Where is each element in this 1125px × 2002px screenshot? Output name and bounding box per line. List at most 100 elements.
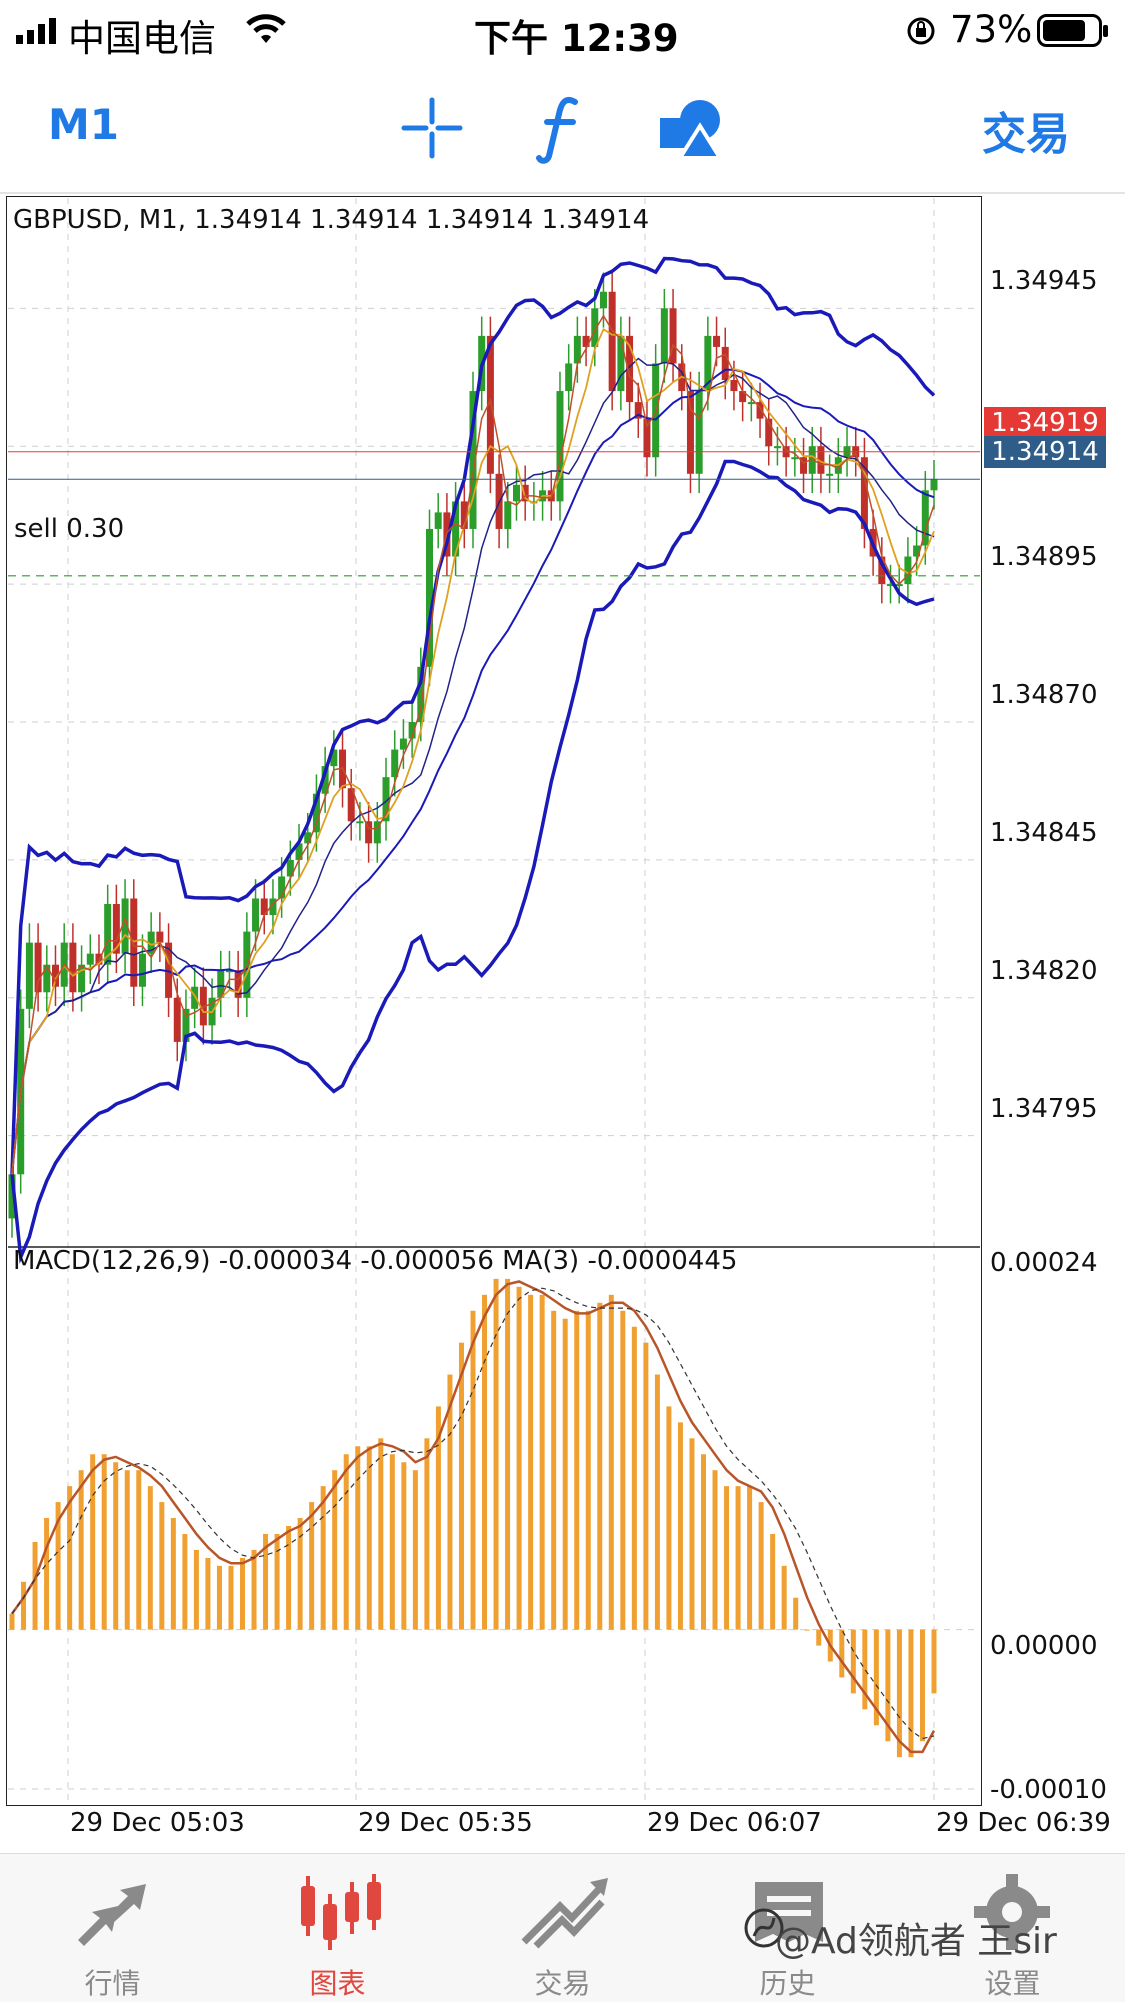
macd-histogram-bar bbox=[355, 1446, 361, 1630]
macd-histogram-bar bbox=[631, 1326, 637, 1630]
macd-histogram-bar bbox=[528, 1294, 534, 1630]
candle-body bbox=[913, 545, 921, 557]
tab-quotes[interactable]: 行情 bbox=[0, 1854, 225, 2002]
candle-body bbox=[191, 986, 199, 1009]
macd-histogram-bar bbox=[585, 1310, 591, 1630]
macd-histogram-bar bbox=[793, 1597, 799, 1630]
candle-body bbox=[330, 749, 338, 767]
macd-histogram-bar bbox=[124, 1470, 130, 1630]
tab-label: 图表 bbox=[309, 1967, 366, 2000]
candle-body bbox=[356, 821, 364, 824]
trade-icon bbox=[521, 1878, 608, 1949]
macd-histogram-bar bbox=[908, 1629, 914, 1758]
price-chart[interactable] bbox=[0, 0, 1125, 1853]
macd-histogram-bar bbox=[505, 1278, 511, 1630]
tab-chart[interactable]: 图表 bbox=[225, 1854, 450, 2002]
objects-icon[interactable] bbox=[658, 96, 724, 160]
candle-body bbox=[504, 501, 512, 529]
candle-body bbox=[399, 738, 407, 750]
candle-body bbox=[608, 291, 616, 392]
macd-signal-line bbox=[11, 1287, 935, 1740]
candle-body bbox=[34, 942, 42, 993]
macd-histogram-bar bbox=[562, 1318, 568, 1630]
time-tick: 29 Dec 05:35 bbox=[358, 1808, 533, 1838]
candle-body bbox=[556, 391, 564, 502]
ma-line bbox=[11, 357, 935, 1175]
macd-histogram-bar bbox=[378, 1438, 384, 1630]
macd-histogram-bar bbox=[747, 1486, 753, 1630]
macd-histogram-bar bbox=[458, 1342, 464, 1630]
macd-histogram-bar bbox=[193, 1549, 199, 1630]
macd-tick: -0.00010 bbox=[990, 1775, 1107, 1805]
macd-histogram-bar bbox=[147, 1486, 153, 1630]
candle-body bbox=[591, 308, 599, 347]
macd-histogram-bar bbox=[113, 1462, 119, 1630]
chart-title: GBPUSD, M1, 1.34914 1.34914 1.34914 1.34… bbox=[13, 205, 650, 235]
macd-histogram-bar bbox=[885, 1629, 891, 1742]
candle-body bbox=[408, 722, 416, 739]
macd-histogram-bar bbox=[263, 1533, 269, 1630]
quotes-icon bbox=[78, 1884, 146, 1946]
chart-area[interactable] bbox=[6, 196, 982, 1806]
candle-body bbox=[904, 556, 912, 585]
macd-histogram-bar bbox=[689, 1438, 695, 1630]
candle-body bbox=[112, 904, 120, 954]
watermark-logo-icon bbox=[744, 1908, 784, 1948]
candle-body bbox=[69, 942, 77, 993]
candle-body bbox=[512, 484, 520, 502]
macd-histogram-bar bbox=[677, 1422, 683, 1630]
macd-histogram-bar bbox=[839, 1629, 845, 1678]
candle-body bbox=[573, 335, 581, 364]
bid-price-tag: 1.34914 bbox=[984, 436, 1106, 468]
watermark-text: @Ad领航者 王sir bbox=[775, 1921, 1057, 1962]
candle-body bbox=[817, 446, 825, 474]
macd-histogram-bar bbox=[55, 1502, 61, 1630]
macd-tick: 0.00024 bbox=[990, 1248, 1098, 1278]
macd-histogram-bar bbox=[343, 1454, 349, 1630]
macd-histogram-bar bbox=[170, 1518, 176, 1630]
macd-histogram-bar bbox=[931, 1629, 937, 1694]
candle-body bbox=[460, 501, 468, 529]
tab-history[interactable]: 历史 bbox=[675, 1854, 900, 2002]
time-tick: 29 Dec 05:03 bbox=[70, 1808, 245, 1838]
macd-histogram-bar bbox=[32, 1541, 38, 1630]
candle-body bbox=[156, 931, 164, 943]
macd-histogram-bar bbox=[435, 1406, 441, 1630]
macd-histogram-bar bbox=[770, 1533, 776, 1630]
wifi-icon bbox=[246, 14, 286, 43]
macd-histogram-bar bbox=[101, 1454, 107, 1630]
macd-ma3-line bbox=[10, 1280, 936, 1754]
macd-histogram-bar bbox=[643, 1342, 649, 1630]
candle-body bbox=[373, 821, 381, 844]
candle-body bbox=[8, 1174, 16, 1219]
timeframe-button[interactable]: M1 bbox=[48, 100, 120, 149]
macd-histogram-bar bbox=[516, 1286, 522, 1630]
candle-body bbox=[130, 898, 138, 987]
indicators-icon[interactable] bbox=[535, 94, 587, 164]
candle-body bbox=[25, 942, 33, 1009]
macd-histogram-bar bbox=[781, 1565, 787, 1630]
tab-settings[interactable]: 设置 bbox=[900, 1854, 1125, 2002]
crosshair-icon[interactable] bbox=[400, 96, 464, 160]
macd-histogram-bar bbox=[424, 1438, 430, 1630]
macd-histogram-bar bbox=[274, 1533, 280, 1630]
candle-body bbox=[878, 556, 886, 585]
macd-histogram-bar bbox=[919, 1629, 925, 1742]
macd-histogram-bar bbox=[309, 1502, 315, 1630]
price-tick: 1.34795 bbox=[990, 1094, 1098, 1124]
tab-label: 行情 bbox=[84, 1967, 141, 2000]
macd-histogram-bar bbox=[240, 1557, 245, 1630]
candle-body bbox=[800, 457, 808, 474]
tab-trade[interactable]: 交易 bbox=[450, 1854, 675, 2002]
candle-body bbox=[347, 788, 355, 822]
settings-icon bbox=[974, 1874, 1050, 1950]
macd-histogram-bar bbox=[551, 1310, 557, 1630]
candle-body bbox=[721, 346, 729, 381]
macd-histogram-bar bbox=[136, 1470, 142, 1630]
candle-body bbox=[165, 942, 173, 998]
status-time: 下午 12:39 bbox=[474, 17, 679, 60]
macd-histogram-bar bbox=[159, 1502, 165, 1630]
candle-body bbox=[321, 766, 329, 794]
trade-button[interactable]: 交易 bbox=[982, 109, 1070, 160]
macd-histogram-bar bbox=[850, 1629, 856, 1694]
